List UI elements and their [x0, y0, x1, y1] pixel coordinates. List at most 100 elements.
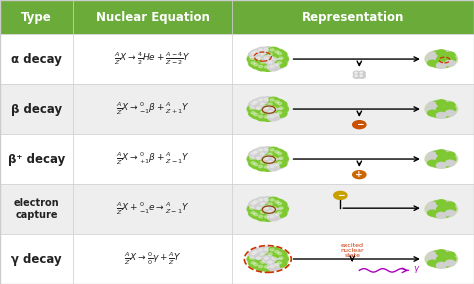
Circle shape [251, 162, 263, 169]
Circle shape [275, 113, 279, 116]
Circle shape [249, 260, 260, 267]
Circle shape [437, 112, 446, 118]
Circle shape [445, 102, 455, 108]
Circle shape [260, 211, 264, 213]
Circle shape [249, 60, 260, 67]
Circle shape [428, 110, 437, 116]
Circle shape [270, 265, 274, 268]
Circle shape [249, 110, 260, 117]
Circle shape [279, 257, 283, 259]
Circle shape [428, 260, 437, 266]
Circle shape [278, 212, 282, 214]
Circle shape [259, 265, 263, 268]
Circle shape [432, 261, 441, 267]
Circle shape [432, 211, 441, 217]
Circle shape [446, 256, 456, 262]
Circle shape [264, 266, 268, 268]
Circle shape [445, 160, 455, 166]
Circle shape [275, 51, 287, 58]
Circle shape [278, 162, 282, 164]
Circle shape [260, 111, 264, 113]
Circle shape [247, 56, 259, 62]
Circle shape [275, 101, 279, 103]
Circle shape [262, 47, 273, 54]
Bar [232, 34, 474, 84]
Circle shape [268, 247, 279, 254]
Circle shape [251, 112, 263, 119]
Circle shape [275, 160, 287, 167]
Circle shape [334, 191, 347, 199]
Text: α decay: α decay [11, 53, 62, 66]
Text: $\frac{A}{Z}X + {}^{0}_{-1}e \rightarrow {}^{A}_{Z-1}Y$: $\frac{A}{Z}X + {}^{0}_{-1}e \rightarrow… [116, 201, 190, 217]
Circle shape [266, 202, 277, 208]
Circle shape [432, 111, 441, 117]
Text: $\frac{A}{Z}X \rightarrow \frac{4}{2}He + \frac{A-4}{Z-2}Y$: $\frac{A}{Z}X \rightarrow \frac{4}{2}He … [115, 51, 191, 67]
Circle shape [275, 51, 279, 53]
Circle shape [256, 57, 261, 59]
Circle shape [249, 210, 260, 217]
Circle shape [446, 56, 456, 62]
Circle shape [432, 251, 441, 257]
Circle shape [250, 57, 254, 59]
Circle shape [262, 247, 273, 254]
Circle shape [268, 161, 272, 163]
Circle shape [251, 112, 255, 114]
Circle shape [275, 201, 287, 208]
Text: electron: electron [14, 198, 60, 208]
Circle shape [251, 102, 255, 105]
Circle shape [262, 164, 273, 171]
Circle shape [275, 110, 287, 117]
Circle shape [251, 99, 263, 106]
Circle shape [275, 260, 287, 267]
Circle shape [441, 201, 451, 207]
Circle shape [446, 106, 456, 112]
Circle shape [432, 101, 441, 107]
Circle shape [256, 257, 261, 259]
Circle shape [358, 71, 365, 75]
Ellipse shape [246, 97, 289, 121]
Circle shape [278, 112, 282, 114]
Circle shape [260, 153, 264, 155]
Circle shape [247, 106, 259, 112]
Bar [73, 84, 232, 134]
Circle shape [275, 250, 279, 253]
Circle shape [264, 116, 268, 118]
Circle shape [273, 262, 284, 269]
Circle shape [275, 213, 279, 216]
Circle shape [256, 157, 261, 159]
Circle shape [441, 61, 451, 67]
Bar [0, 234, 73, 284]
Bar [0, 134, 73, 184]
Circle shape [258, 152, 270, 158]
Circle shape [278, 152, 282, 155]
Circle shape [266, 260, 277, 266]
Circle shape [445, 60, 455, 66]
Circle shape [428, 160, 437, 166]
Bar [73, 134, 232, 184]
Circle shape [279, 57, 283, 59]
Circle shape [251, 199, 263, 206]
Circle shape [251, 262, 255, 264]
Circle shape [275, 101, 287, 108]
Circle shape [249, 151, 260, 158]
Circle shape [437, 256, 446, 262]
Circle shape [262, 114, 273, 121]
Text: $\frac{A}{Z}X \rightarrow {}^{0}_{-1}\beta + {}^{A}_{Z+1}Y$: $\frac{A}{Z}X \rightarrow {}^{0}_{-1}\be… [116, 101, 190, 117]
Circle shape [270, 156, 282, 162]
Circle shape [441, 261, 451, 267]
Bar [73, 184, 232, 234]
Circle shape [260, 253, 264, 255]
Circle shape [251, 62, 263, 69]
Circle shape [259, 149, 263, 151]
Circle shape [353, 71, 360, 75]
Circle shape [278, 62, 282, 64]
Circle shape [270, 199, 274, 201]
Circle shape [249, 101, 260, 108]
Circle shape [437, 250, 446, 256]
Circle shape [437, 162, 446, 168]
Text: −: − [356, 120, 363, 129]
Circle shape [270, 215, 274, 218]
Text: state: state [344, 253, 360, 258]
Circle shape [427, 106, 437, 112]
Circle shape [277, 206, 288, 212]
